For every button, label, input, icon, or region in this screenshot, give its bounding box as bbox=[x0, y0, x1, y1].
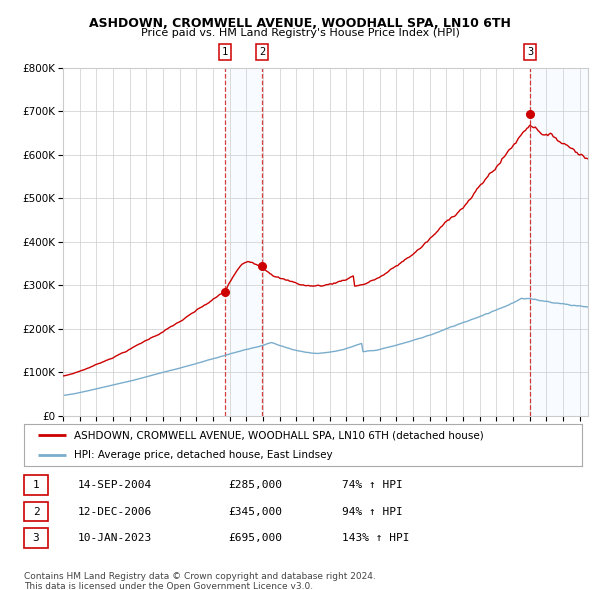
Text: 3: 3 bbox=[527, 47, 533, 57]
Text: 2: 2 bbox=[259, 47, 265, 57]
Text: 14-SEP-2004: 14-SEP-2004 bbox=[78, 480, 152, 490]
Text: 74% ↑ HPI: 74% ↑ HPI bbox=[342, 480, 403, 490]
Text: HPI: Average price, detached house, East Lindsey: HPI: Average price, detached house, East… bbox=[74, 450, 333, 460]
Text: £695,000: £695,000 bbox=[228, 533, 282, 543]
Text: 12-DEC-2006: 12-DEC-2006 bbox=[78, 507, 152, 516]
Text: 2: 2 bbox=[32, 507, 40, 516]
Text: 10-JAN-2023: 10-JAN-2023 bbox=[78, 533, 152, 543]
Text: Contains HM Land Registry data © Crown copyright and database right 2024.: Contains HM Land Registry data © Crown c… bbox=[24, 572, 376, 581]
Bar bbox=[530, 68, 588, 416]
Text: 3: 3 bbox=[32, 533, 40, 543]
Text: 1: 1 bbox=[221, 47, 228, 57]
Text: Price paid vs. HM Land Registry's House Price Index (HPI): Price paid vs. HM Land Registry's House … bbox=[140, 28, 460, 38]
Text: £285,000: £285,000 bbox=[228, 480, 282, 490]
Text: 94% ↑ HPI: 94% ↑ HPI bbox=[342, 507, 403, 516]
Text: £345,000: £345,000 bbox=[228, 507, 282, 516]
Text: This data is licensed under the Open Government Licence v3.0.: This data is licensed under the Open Gov… bbox=[24, 582, 313, 590]
Text: ASHDOWN, CROMWELL AVENUE, WOODHALL SPA, LN10 6TH: ASHDOWN, CROMWELL AVENUE, WOODHALL SPA, … bbox=[89, 17, 511, 30]
Bar bbox=[225, 68, 262, 416]
Text: 143% ↑ HPI: 143% ↑ HPI bbox=[342, 533, 409, 543]
Text: 1: 1 bbox=[32, 480, 40, 490]
Text: ASHDOWN, CROMWELL AVENUE, WOODHALL SPA, LN10 6TH (detached house): ASHDOWN, CROMWELL AVENUE, WOODHALL SPA, … bbox=[74, 430, 484, 440]
